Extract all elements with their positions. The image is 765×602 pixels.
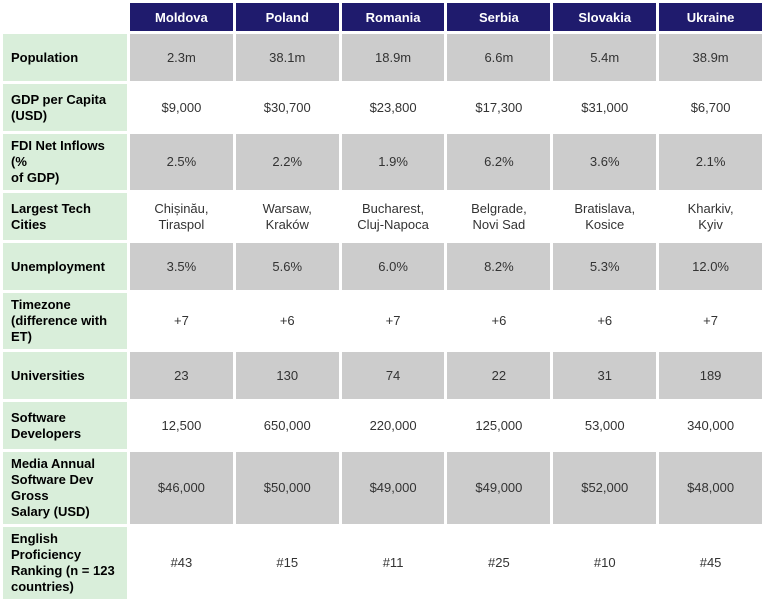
row-label: Software Developers: [3, 402, 127, 449]
column-header-serbia: Serbia: [447, 3, 551, 31]
table-row-software-developers: Software Developers 12,500 650,000 220,0…: [3, 402, 762, 449]
table-cell: 130: [235, 352, 339, 399]
table-cell: Belgrade, Novi Sad: [447, 193, 551, 240]
table-cell: 6.6m: [447, 34, 551, 81]
row-label: GDP per Capita (USD): [3, 84, 127, 131]
table-cell: Warsaw, Kraków: [235, 193, 339, 240]
table-cell: Chișinău, Tiraspol: [130, 193, 233, 240]
table-cell: 2.5%: [130, 134, 233, 190]
row-label: FDI Net Inflows (% of GDP): [3, 134, 127, 190]
table-cell: $17,300: [447, 84, 551, 131]
table-row-median-salary: Media Annual Software Dev Gross Salary (…: [3, 452, 762, 524]
table-cell: 2.2%: [235, 134, 339, 190]
header-row: Moldova Poland Romania Serbia Slovakia U…: [3, 3, 762, 31]
table-cell: #15: [235, 527, 339, 599]
table-cell: #45: [659, 527, 762, 599]
table-cell: +7: [130, 293, 233, 349]
table-cell: 125,000: [447, 402, 551, 449]
table-cell: $52,000: [553, 452, 657, 524]
table-row-unemployment: Unemployment 3.5% 5.6% 6.0% 8.2% 5.3% 12…: [3, 243, 762, 290]
table-cell: $31,000: [553, 84, 657, 131]
table-cell: $23,800: [341, 84, 445, 131]
row-label: Media Annual Software Dev Gross Salary (…: [3, 452, 127, 524]
table-cell: 220,000: [341, 402, 445, 449]
table-row-universities: Universities 23 130 74 22 31 189: [3, 352, 762, 399]
table-cell: Kharkiv, Kyiv: [659, 193, 762, 240]
table-cell: 31: [553, 352, 657, 399]
row-label: Unemployment: [3, 243, 127, 290]
table-cell: 12,500: [130, 402, 233, 449]
table-row-english-proficiency: English Proficiency Ranking (n = 123 cou…: [3, 527, 762, 599]
corner-cell: [3, 3, 127, 31]
table-cell: +6: [553, 293, 657, 349]
table-cell: 53,000: [553, 402, 657, 449]
table-cell: 6.0%: [341, 243, 445, 290]
table-cell: $6,700: [659, 84, 762, 131]
table-row-largest-tech-cities: Largest Tech Cities Chișinău, Tiraspol W…: [3, 193, 762, 240]
row-label: Largest Tech Cities: [3, 193, 127, 240]
table-cell: 2.1%: [659, 134, 762, 190]
table-cell: 2.3m: [130, 34, 233, 81]
column-header-poland: Poland: [235, 3, 339, 31]
table-cell: 1.9%: [341, 134, 445, 190]
table-cell: 5.3%: [553, 243, 657, 290]
table-cell: 5.4m: [553, 34, 657, 81]
column-header-romania: Romania: [341, 3, 445, 31]
table-cell: $46,000: [130, 452, 233, 524]
table-cell: 38.1m: [235, 34, 339, 81]
table-cell: $50,000: [235, 452, 339, 524]
column-header-slovakia: Slovakia: [553, 3, 657, 31]
table-cell: 5.6%: [235, 243, 339, 290]
table-cell: #11: [341, 527, 445, 599]
table-cell: 8.2%: [447, 243, 551, 290]
table-cell: #25: [447, 527, 551, 599]
table-cell: $9,000: [130, 84, 233, 131]
table-row-population: Population 2.3m 38.1m 18.9m 6.6m 5.4m 38…: [3, 34, 762, 81]
column-header-moldova: Moldova: [130, 3, 233, 31]
row-label: Universities: [3, 352, 127, 399]
table-cell: 6.2%: [447, 134, 551, 190]
table-cell: 23: [130, 352, 233, 399]
table-cell: 650,000: [235, 402, 339, 449]
table-cell: 18.9m: [341, 34, 445, 81]
table-cell: +6: [447, 293, 551, 349]
row-label: Population: [3, 34, 127, 81]
table-cell: +7: [341, 293, 445, 349]
table-cell: $30,700: [235, 84, 339, 131]
table-row-fdi-net-inflows: FDI Net Inflows (% of GDP) 2.5% 2.2% 1.9…: [3, 134, 762, 190]
table-cell: $49,000: [341, 452, 445, 524]
table-cell: #10: [553, 527, 657, 599]
table-cell: 340,000: [659, 402, 762, 449]
table-row-gdp-per-capita: GDP per Capita (USD) $9,000 $30,700 $23,…: [3, 84, 762, 131]
table-cell: 38.9m: [659, 34, 762, 81]
table-cell: 189: [659, 352, 762, 399]
table-cell: 3.5%: [130, 243, 233, 290]
table-cell: 3.6%: [553, 134, 657, 190]
table-cell: 22: [447, 352, 551, 399]
table-cell: Bucharest, Cluj-Napoca: [341, 193, 445, 240]
table-cell: Bratislava, Kosice: [553, 193, 657, 240]
row-label: English Proficiency Ranking (n = 123 cou…: [3, 527, 127, 599]
table-cell: $49,000: [447, 452, 551, 524]
column-header-ukraine: Ukraine: [659, 3, 762, 31]
table-cell: #43: [130, 527, 233, 599]
table-cell: 74: [341, 352, 445, 399]
table-cell: +7: [659, 293, 762, 349]
table-cell: $48,000: [659, 452, 762, 524]
table-cell: 12.0%: [659, 243, 762, 290]
row-label: Timezone (difference with ET): [3, 293, 127, 349]
table-cell: +6: [235, 293, 339, 349]
table-row-timezone: Timezone (difference with ET) +7 +6 +7 +…: [3, 293, 762, 349]
